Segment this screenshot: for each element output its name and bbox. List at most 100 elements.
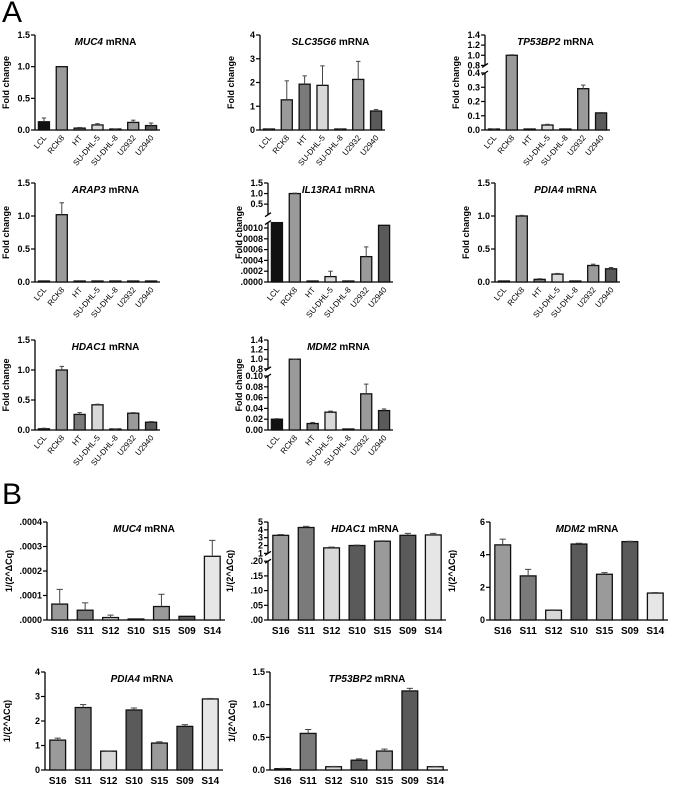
x-tick-label: S16 (51, 626, 69, 637)
y-tick-label: .10 (250, 586, 263, 596)
bar (325, 766, 343, 771)
x-tick-label: RCK8 (496, 133, 517, 156)
y-tick-label: .0000 (19, 615, 42, 625)
title-gene: MDM2 (556, 524, 586, 535)
y-tick-label: 0.3 (467, 82, 480, 92)
y-tick-label: .0001 (19, 591, 42, 601)
bar (348, 544, 366, 621)
bar (399, 534, 417, 621)
x-tick-label: S11 (298, 626, 316, 637)
bar (533, 278, 546, 283)
y-tick-label: .05 (250, 600, 263, 610)
y-tick-label: 6 (480, 517, 485, 527)
chart-svg: 0 2 4 6 1/(2^ΔCq) MDM2 mRNA S16 S11 S12 S10 S15 S09… (447, 517, 668, 637)
x-tick-label: S12 (325, 776, 343, 787)
title-suffix: mRNA (585, 524, 618, 535)
bar (100, 750, 118, 771)
y-tick-label: 2 (258, 541, 263, 551)
y-tick-label: 0.0 (252, 765, 265, 775)
bar (523, 128, 536, 131)
x-tick-label: S14 (203, 626, 221, 637)
title-gene: TP53BP2 (329, 674, 373, 685)
y-tick-label: 1 (250, 101, 255, 111)
y-tick-label: 0.2 (467, 97, 480, 107)
chart-a-muc4: 0.0 0.5 1.0 1.5 Fold change MUC4 mRNA LCL RCK8 H… (0, 25, 165, 175)
bar (288, 358, 301, 431)
title-gene: SLC35G6 (292, 37, 337, 48)
x-tick-label: U2940 (134, 133, 156, 157)
bar (201, 698, 219, 771)
x-tick-label: RCK8 (279, 433, 300, 456)
title-suffix: mRNA (140, 674, 173, 685)
bar (127, 412, 140, 431)
bar (176, 725, 194, 771)
bar (594, 112, 608, 131)
y-tick-label: 0.00 (245, 425, 263, 435)
bar (342, 428, 355, 431)
bar (621, 540, 639, 621)
bar (272, 534, 290, 621)
bar (298, 83, 311, 131)
bar (375, 750, 393, 771)
y-tick-label: 3 (35, 692, 40, 702)
y-tick-label: 0.06 (245, 393, 263, 403)
bar (570, 543, 588, 621)
title-gene: HDAC1 (331, 524, 366, 535)
bar (91, 280, 104, 283)
x-tick-label: U2940 (134, 285, 156, 309)
bar (426, 766, 444, 771)
bar (55, 214, 68, 283)
x-tick-label: S11 (520, 626, 538, 637)
y-tick-label: 1.5 (250, 178, 263, 188)
chart-title: MUC4 mRNA (113, 524, 175, 535)
bar (73, 127, 86, 131)
axis-break-mark (264, 220, 272, 226)
y-tick-label: .0004 (240, 255, 263, 265)
x-tick-label: S15 (151, 776, 169, 787)
y-axis-label: Fold change (1, 206, 11, 259)
y-axis-label: Fold change (234, 358, 244, 411)
y-tick-label: 1.0 (17, 211, 30, 221)
y-tick-label: 0.0 (17, 125, 30, 135)
y-tick-label: 1.0 (250, 354, 263, 364)
x-tick-label: S15 (374, 626, 392, 637)
chart-a-tp53bp2: 0.0 0.1 0.2 0.3 0.4 0.8 1.0 1.2 1.4 Fold change TP… (450, 25, 615, 175)
x-tick-label: S09 (621, 626, 639, 637)
y-tick-label: 2 (480, 582, 485, 592)
y-tick-label: 1.2 (467, 40, 480, 50)
chart-svg: 0 1 2 3 4 1/(2^ΔCq) PDIA4 mRNA S16 S11 S12 S10 S15 S… (2, 667, 223, 787)
y-tick-label: 1.5 (17, 335, 30, 345)
y-tick-label: 1.0 (17, 62, 30, 72)
y-tick-label: 3 (250, 54, 255, 64)
y-tick-label: 0 (250, 125, 255, 135)
y-tick-label: 0.8 (250, 364, 263, 374)
y-tick-label: 0.8 (467, 60, 480, 70)
x-tick-label: RCK8 (46, 133, 67, 156)
y-axis-label: 1/(2^ΔCq) (447, 550, 457, 592)
bar (91, 404, 104, 431)
bar (373, 540, 391, 621)
x-tick-label: S10 (350, 776, 368, 787)
x-tick-label: HT (70, 285, 84, 299)
chart-title: TP53BP2 mRNA (517, 37, 594, 48)
title-gene: IL13RA1 (302, 185, 342, 196)
y-tick-label: 2 (35, 716, 40, 726)
title-gene: PDIA4 (111, 674, 141, 685)
chart-a-il13ra1: .0000.0002.0004.0006.0008.0010 0.5 1.0 1.5 F… (233, 173, 398, 327)
panel-label-b: B (2, 478, 23, 511)
bar (306, 422, 319, 431)
bar (51, 603, 69, 621)
chart-title: TP53BP2 mRNA (329, 674, 406, 685)
y-tick-label: 1.4 (250, 335, 263, 345)
panel-label-a: A (2, 0, 23, 29)
y-tick-label: 4 (258, 525, 263, 535)
x-tick-label: HT (303, 285, 317, 299)
bar (37, 280, 51, 283)
x-tick-label: S11 (75, 776, 93, 787)
title-gene: MUC4 (75, 37, 104, 48)
chart-svg: .0000 .0001 .0002 .0003 .0004 1/(2^ΔCq) MUC4 m… (4, 517, 225, 637)
x-tick-label: S12 (323, 626, 341, 637)
y-tick-label: 2 (250, 78, 255, 88)
y-tick-label: 0.10 (245, 371, 263, 381)
